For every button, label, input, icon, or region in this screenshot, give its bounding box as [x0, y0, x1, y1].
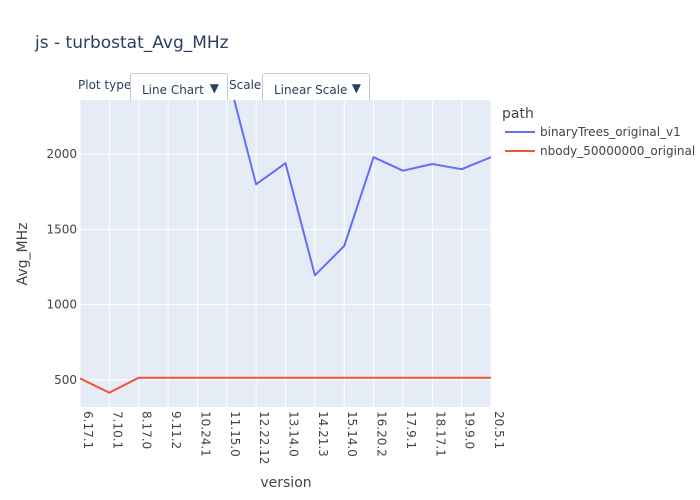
- x-tick-label: 10.24.1: [198, 411, 212, 457]
- y-axis-label: Avg_MHz: [15, 223, 31, 286]
- x-tick-label: 15.14.0: [345, 411, 359, 457]
- x-tick-label: 6.17.1: [81, 411, 95, 449]
- x-tick-label: 18.17.1: [433, 411, 447, 457]
- x-tick-label: 11.15.0: [228, 411, 242, 457]
- chevron-down-icon: ▼: [351, 81, 361, 95]
- plot-type-dropdown[interactable]: Line Chart ▼: [130, 73, 228, 105]
- x-tick-label: 9.11.2: [169, 411, 183, 449]
- chart-title: js - turbostat_Avg_MHz: [35, 33, 229, 53]
- grid-lines: [79, 100, 492, 407]
- scale-label: Scale:: [229, 78, 266, 92]
- scale-value: Linear Scale: [274, 83, 348, 97]
- x-axis-label: version: [260, 475, 311, 491]
- x-tick-label: 16.20.2: [375, 411, 389, 457]
- x-tick-label: 17.9.1: [404, 411, 418, 449]
- plot-background: [80, 100, 491, 407]
- x-tick-label: 20.5.1: [492, 411, 506, 449]
- plot-type-value: Line Chart: [142, 83, 204, 97]
- x-tick-label: 14.21.3: [316, 411, 330, 457]
- series-line: [80, 376, 491, 394]
- scale-dropdown[interactable]: Linear Scale ▼: [262, 73, 370, 105]
- y-tick-label: 2000: [46, 147, 77, 161]
- x-tick-label: 12.22.12: [257, 411, 271, 464]
- y-tick-label: 1000: [46, 298, 77, 312]
- x-tick-label: 7.10.1: [110, 411, 124, 449]
- x-tick-label: 19.9.0: [463, 411, 477, 449]
- legend-item-label: binaryTrees_original_v1: [540, 125, 681, 139]
- x-tick-label: 13.14.0: [287, 411, 301, 457]
- x-tick-label: 8.17.0: [140, 411, 154, 449]
- chart-controls: Plot type: Line Chart ▼ Scale: Linear Sc…: [0, 0, 700, 120]
- x-axis-ticks: 6.17.1 7.10.1 8.17.0 9.11.2 10.24.1 11.15.0 12…: [81, 411, 506, 464]
- plot-type-label: Plot type:: [78, 78, 136, 92]
- chevron-down-icon: ▼: [209, 81, 219, 95]
- y-axis-ticks: 500 1000 1500 2000: [46, 147, 77, 387]
- legend-item-label: nbody_50000000_original: [540, 144, 695, 158]
- y-tick-label: 1500: [46, 222, 77, 236]
- y-tick-label: 500: [54, 373, 77, 387]
